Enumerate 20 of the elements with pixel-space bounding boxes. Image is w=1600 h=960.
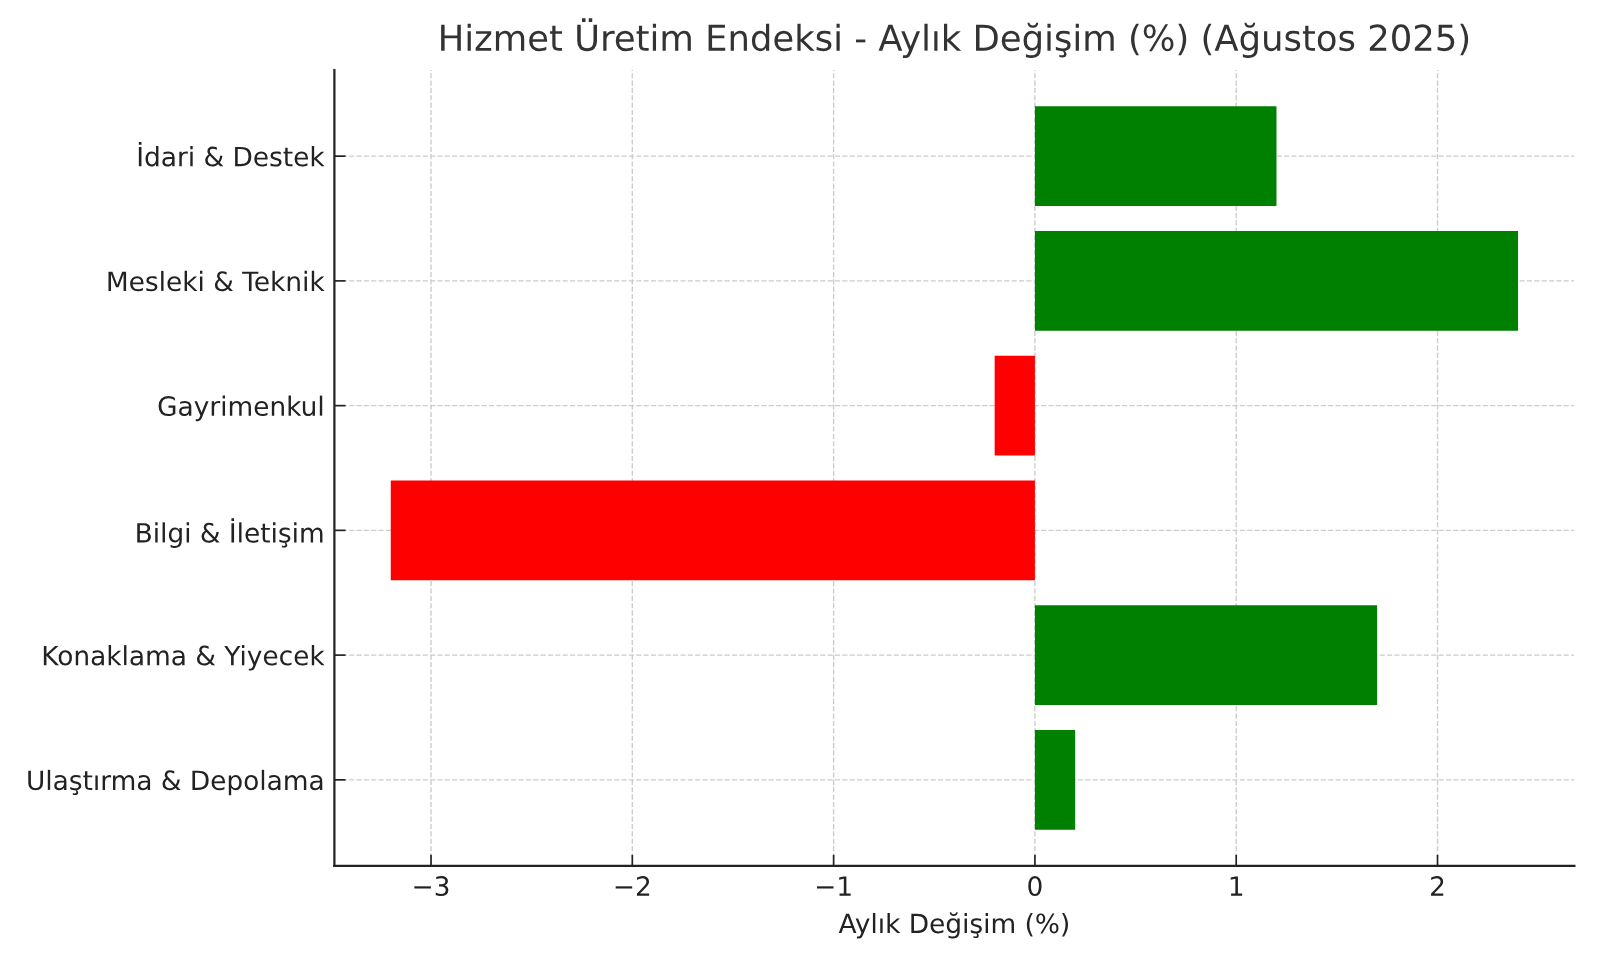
bar xyxy=(1034,729,1076,830)
y-tick-label: İdari & Destek xyxy=(138,142,325,167)
x-tick-label: −2 xyxy=(615,876,650,896)
y-tick-label: Mesleki & Teknik xyxy=(108,270,325,292)
bar xyxy=(1034,106,1277,207)
bar xyxy=(994,355,1035,456)
x-tick-label: −1 xyxy=(816,876,851,896)
bar xyxy=(1034,605,1378,706)
x-tick-label: 0 xyxy=(1028,876,1042,897)
x-tick-label: 2 xyxy=(1431,876,1444,896)
x-axis-title: Aylık Değişim (%) xyxy=(838,912,1068,939)
y-tick-label: Ulaştırma & Depolama xyxy=(28,769,323,796)
x-tick-label: 1 xyxy=(1230,876,1243,896)
bar xyxy=(1034,230,1519,331)
chart-title: Hizmet Üretim Endeksi - Aylık Değişim (%) (Ağustos 2025) xyxy=(441,18,1469,58)
bar xyxy=(390,480,1035,581)
y-tick-label: Bilgi & İletişim xyxy=(137,518,323,548)
y-tick-label: Gayrimenkul xyxy=(158,395,323,422)
y-tick-label: Konaklama & Yiyecek xyxy=(43,645,325,671)
x-tick-label: −3 xyxy=(414,876,449,897)
